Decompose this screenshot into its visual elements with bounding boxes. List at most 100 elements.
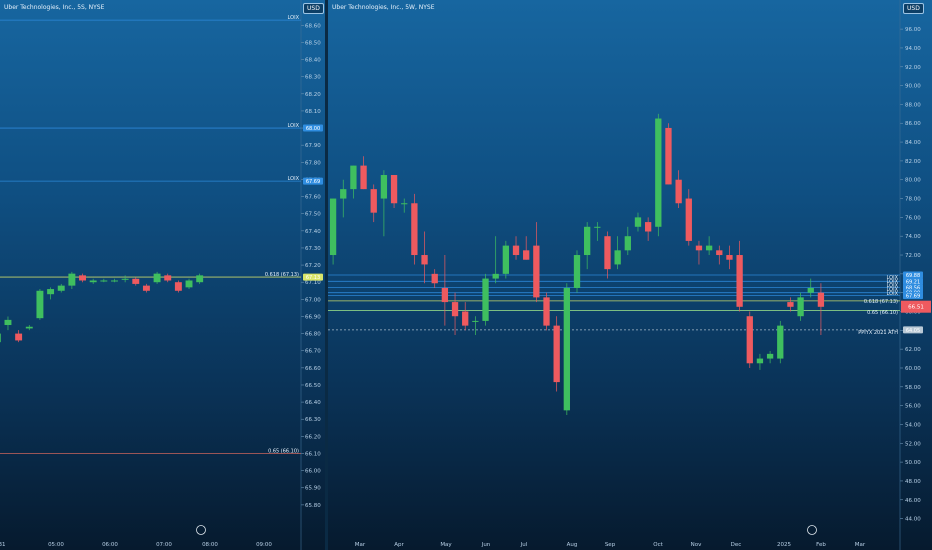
- x-tick-label: Nov: [691, 542, 702, 548]
- candle-body: [15, 333, 23, 341]
- level-label: 0.65 (66.10): [867, 310, 898, 316]
- current-price-tag: [901, 300, 931, 313]
- level-price-tag: [903, 271, 923, 279]
- candle-body: [512, 245, 520, 256]
- candle-body: [100, 280, 108, 282]
- candle-body: [685, 198, 692, 241]
- candle-body: [624, 236, 631, 251]
- candle-body: [174, 282, 182, 291]
- pane-divider[interactable]: [325, 0, 328, 550]
- candle-body: [482, 278, 489, 321]
- candle-body: [675, 179, 682, 204]
- y-tick-label: 50.00: [905, 460, 921, 466]
- x-tick-label: 09:00: [256, 542, 272, 548]
- y-tick-label: 84.00: [905, 140, 921, 146]
- level-label: 0.618 (67.13): [265, 272, 299, 278]
- y-tick-label: 94.00: [905, 46, 921, 52]
- y-tick-label: 58.00: [905, 385, 921, 391]
- candle-body: [523, 250, 530, 260]
- x-tick-label: 05:00: [48, 542, 64, 548]
- x-tick-label: 06:00: [102, 542, 118, 548]
- y-tick-label: 46.00: [905, 498, 921, 504]
- x-tick-label: 08:00: [202, 542, 218, 548]
- y-tick-label: 78.00: [905, 197, 921, 203]
- candle-body: [164, 275, 172, 281]
- candle-body: [533, 245, 540, 298]
- x-tick-label: May: [440, 542, 452, 548]
- y-tick-label: 67.90: [305, 143, 321, 149]
- y-tick-label: 67.30: [305, 246, 321, 252]
- y-tick-label: 65.80: [305, 503, 321, 509]
- y-tick-label: 66.80: [305, 332, 321, 338]
- y-tick-label: 67.50: [305, 212, 321, 218]
- level-price-tag-label: 69.21: [906, 279, 920, 285]
- candle-body: [665, 127, 672, 185]
- candle-body: [644, 222, 652, 232]
- candle-body: [196, 275, 204, 283]
- level-price-tag-label: 67.13: [306, 275, 320, 281]
- level-price-tag: [903, 277, 923, 285]
- candle-body: [111, 280, 118, 282]
- y-tick-label: 88.00: [905, 102, 921, 108]
- y-tick-label: 68.20: [305, 92, 321, 98]
- tradingview-logo-icon: [196, 525, 206, 535]
- right-currency-badge[interactable]: USD: [903, 3, 924, 14]
- x-tick-label: Oct: [653, 542, 663, 548]
- candle-body: [736, 255, 743, 307]
- candle-body: [153, 273, 161, 283]
- level-price-tag: [303, 273, 323, 281]
- x-tick-label: Mar: [355, 542, 366, 548]
- level-price-tag-label: 68.00: [306, 126, 320, 132]
- level-label: LOIX: [887, 275, 899, 281]
- x-tick-label: Jul: [520, 542, 528, 548]
- level-price-tag-label: 67.69: [306, 179, 320, 185]
- y-tick-label: 44.00: [905, 517, 921, 523]
- candle-body: [451, 302, 459, 317]
- level-price-tag: [903, 326, 923, 334]
- x-tick-label: Mar: [855, 542, 866, 548]
- y-tick-label: 92.00: [905, 65, 921, 71]
- candle-body: [766, 353, 774, 359]
- candle-body: [370, 189, 377, 213]
- right-chart-pane[interactable]: 44.00 46.00 48.00 50.00 52.00 54.00 56.00 58.00…: [328, 0, 932, 550]
- x-tick-label: 31: [0, 542, 6, 548]
- candle-body: [421, 255, 428, 265]
- level-price-tag: [903, 283, 923, 291]
- left-chart-pane[interactable]: 65.80 65.90 66.00 66.10 66.20 66.30 66.40 66.50…: [0, 0, 325, 550]
- candle-body: [787, 302, 794, 307]
- y-tick-label: 48.00: [905, 479, 921, 485]
- candle-body: [340, 189, 347, 199]
- right-candlestick-chart[interactable]: 44.00 46.00 48.00 50.00 52.00 54.00 56.00 58.00…: [328, 0, 932, 550]
- level-label: LOIX: [288, 123, 300, 129]
- y-tick-label: 66.60: [305, 366, 321, 372]
- candle-body: [746, 316, 753, 364]
- candle-body: [47, 289, 55, 295]
- y-tick-label: 66.40: [305, 400, 321, 406]
- candle-body: [89, 280, 97, 283]
- left-currency-badge[interactable]: USD: [303, 3, 324, 14]
- y-tick-label: 66.90: [305, 314, 321, 320]
- y-tick-label: 62.00: [905, 347, 921, 353]
- y-tick-label: 68.10: [305, 109, 321, 115]
- left-candlestick-chart[interactable]: 65.80 65.90 66.00 66.10 66.20 66.30 66.40 66.50…: [0, 0, 325, 550]
- y-tick-label: 54.00: [905, 422, 921, 428]
- candle-body: [655, 118, 662, 227]
- level-label: 0.618 (67.13): [864, 299, 898, 305]
- level-label: LOIX: [887, 283, 899, 289]
- left-chart-title: Uber Technologies, Inc., 5S, NYSE: [4, 4, 105, 11]
- current-price-tag-label: 66.51: [908, 305, 924, 311]
- candle-body: [573, 255, 581, 288]
- candle-body: [390, 175, 398, 204]
- candle-body: [431, 273, 438, 284]
- x-tick-label: Apr: [394, 542, 404, 548]
- y-tick-label: 68.40: [305, 58, 321, 64]
- x-tick-label: 07:00: [156, 542, 172, 548]
- x-tick-label: Sep: [605, 542, 616, 548]
- y-tick-label: 66.30: [305, 417, 321, 423]
- level-label: LOIX: [288, 176, 300, 182]
- candle-body: [411, 203, 418, 256]
- level-label: PPIYX 2021 ATH: [858, 330, 898, 336]
- candle-body: [401, 203, 408, 205]
- level-price-tag-label: 68.56: [906, 285, 920, 291]
- y-tick-label: 80.00: [905, 178, 921, 184]
